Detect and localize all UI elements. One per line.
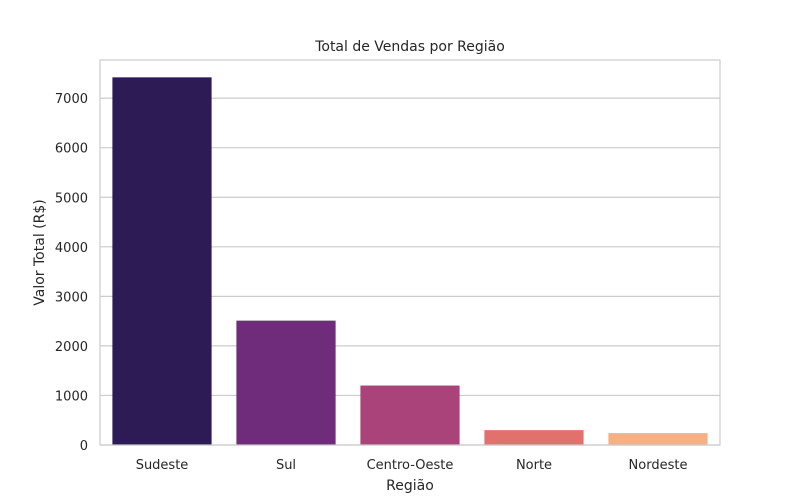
x-tick-label: Centro-Oeste <box>367 458 454 473</box>
y-tick-label: 6000 <box>55 142 88 157</box>
y-tick-label: 2000 <box>55 340 88 355</box>
x-tick-label: Norte <box>516 458 552 473</box>
y-tick-label: 5000 <box>55 191 88 206</box>
x-tick-label: Sudeste <box>136 458 189 473</box>
x-axis-label: Região <box>386 478 434 494</box>
bar-centro-oeste <box>360 385 460 445</box>
y-tick-label: 0 <box>80 439 88 454</box>
y-tick-label: 1000 <box>55 389 88 404</box>
chart-title: Total de Vendas por Região <box>314 39 505 55</box>
bars <box>112 77 708 445</box>
y-tick-labels: 0 1000 2000 3000 4000 5000 6000 7000 <box>55 92 88 454</box>
y-axis-label: Valor Total (R$) <box>32 199 48 305</box>
y-tick-label: 7000 <box>55 92 88 107</box>
x-tick-label: Nordeste <box>629 458 688 473</box>
bar-nordeste <box>608 433 708 445</box>
plot-frame <box>99 59 721 446</box>
y-tick-label: 3000 <box>55 290 88 305</box>
bar-sul <box>236 320 336 445</box>
y-tick-label: 4000 <box>55 241 88 256</box>
bar-sudeste <box>112 77 212 445</box>
x-tick-label: Sul <box>276 458 296 473</box>
bar-norte <box>484 430 584 445</box>
x-tick-labels: Sudeste Sul Centro-Oeste Norte Nordeste <box>136 458 688 473</box>
